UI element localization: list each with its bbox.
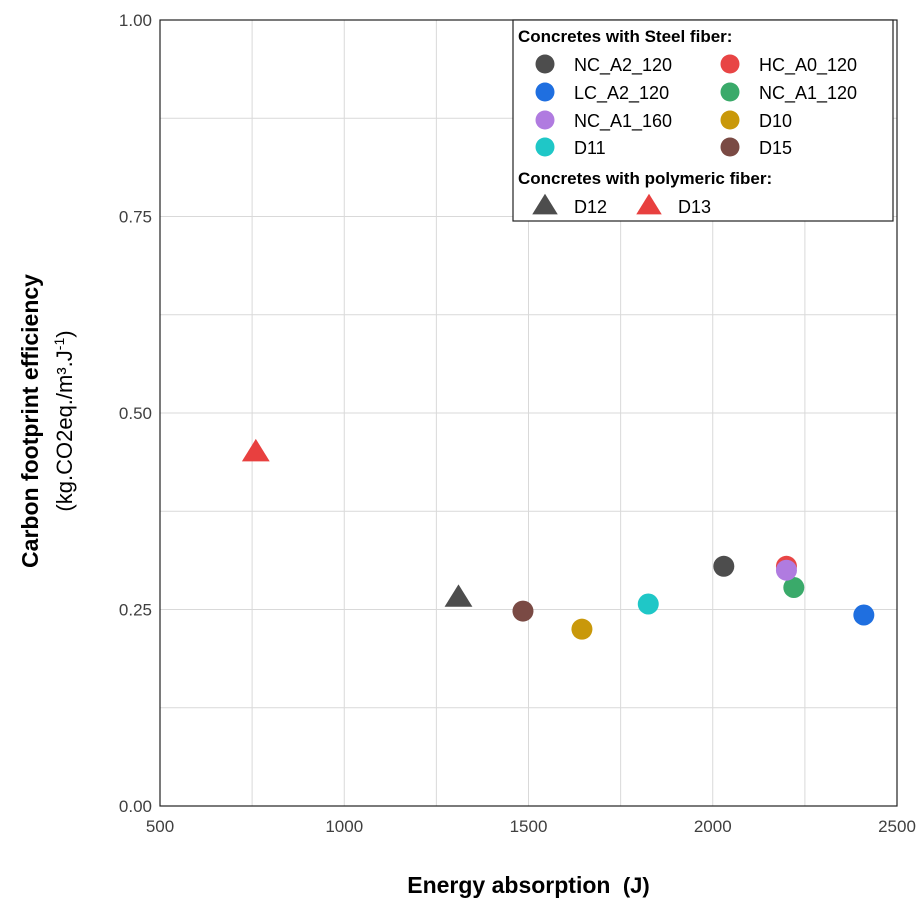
- data-point-d12: [444, 584, 473, 607]
- data-point-d13: [241, 438, 270, 462]
- y-axis-label: Carbon footprint efficiency: [17, 274, 43, 568]
- legend-marker-nc-a1-120: [720, 82, 740, 102]
- x-axis-unit: (J): [623, 873, 650, 898]
- legend-box: [512, 19, 894, 222]
- y-tick-label: 0.25: [119, 601, 152, 620]
- legend-marker-d10: [720, 110, 740, 130]
- legend-label-hc-a0-120: HC_A0_120: [759, 55, 857, 76]
- legend-marker-d11: [535, 137, 555, 157]
- legend-marker-d13: [636, 193, 662, 215]
- x-tick-label: 1000: [325, 817, 363, 836]
- y-axis-unit-sup: -1: [51, 338, 67, 351]
- legend-label-d13: D13: [678, 197, 711, 217]
- y-axis-title: Carbon footprint efficiency (kg.CO2eq./m…: [17, 274, 77, 568]
- legend-items: NC_A2_120 HC_A0_120 LC_A2_120 NC_A1_120 NC_A…: [532, 54, 857, 217]
- legend-label-d11: D11: [574, 138, 606, 158]
- y-axis-unit: (kg.CO2eq./m³.J-1): [51, 330, 77, 511]
- legend-marker-hc-a0-120: [720, 54, 740, 74]
- x-axis-label: Energy absorption: [407, 872, 610, 898]
- data-point-d10: [571, 618, 593, 640]
- legend-label-nc-a2-120: NC_A2_120: [574, 55, 672, 76]
- y-axis-unit-text: (kg.CO2eq./m³.J: [52, 350, 77, 511]
- legend-label-nc-a1-120: NC_A1_120: [759, 83, 857, 104]
- x-tick-label: 1500: [510, 817, 548, 836]
- legend-group-title-polymeric: Concretes with polymeric fiber:: [518, 169, 772, 188]
- y-axis-unit-close: ): [52, 330, 77, 337]
- data-point-d15: [512, 600, 534, 622]
- x-tick-label: 2500: [878, 817, 916, 836]
- y-tick-label: 0.50: [119, 404, 152, 423]
- data-point-nc-a2-120: [713, 555, 735, 577]
- legend: Concretes with Steel fiber: Concretes wi…: [512, 19, 894, 222]
- legend-marker-d15: [720, 137, 740, 157]
- x-tick-label: 500: [146, 817, 174, 836]
- legend-marker-nc-a2-120: [535, 54, 555, 74]
- legend-marker-nc-a1-160: [535, 110, 555, 130]
- x-tick-label: 2000: [694, 817, 732, 836]
- x-axis-title: Energy absorption (J): [407, 872, 649, 898]
- data-point-lc-a2-120: [853, 604, 875, 626]
- y-tick-label: 1.00: [119, 11, 152, 30]
- y-tick-label: 0.75: [119, 208, 152, 227]
- data-points: [241, 438, 875, 640]
- data-point-nc-a1-120: [783, 576, 805, 598]
- data-point-d11: [637, 593, 659, 615]
- legend-label-lc-a2-120: LC_A2_120: [574, 83, 669, 104]
- legend-group-title-steel: Concretes with Steel fiber:: [518, 27, 732, 46]
- legend-marker-d12: [532, 193, 558, 215]
- legend-label-d10: D10: [759, 111, 792, 131]
- legend-marker-lc-a2-120: [535, 82, 555, 102]
- legend-label-d15: D15: [759, 138, 792, 158]
- legend-label-nc-a1-160: NC_A1_160: [574, 111, 672, 132]
- legend-label-d12: D12: [574, 197, 607, 217]
- axis-ticks: 500 1000 1500 2000 2500 0.00 0.25 0.50 0.75 1.00: [119, 11, 916, 836]
- y-tick-label: 0.00: [119, 797, 152, 816]
- data-point-nc-a1-160: [775, 559, 797, 581]
